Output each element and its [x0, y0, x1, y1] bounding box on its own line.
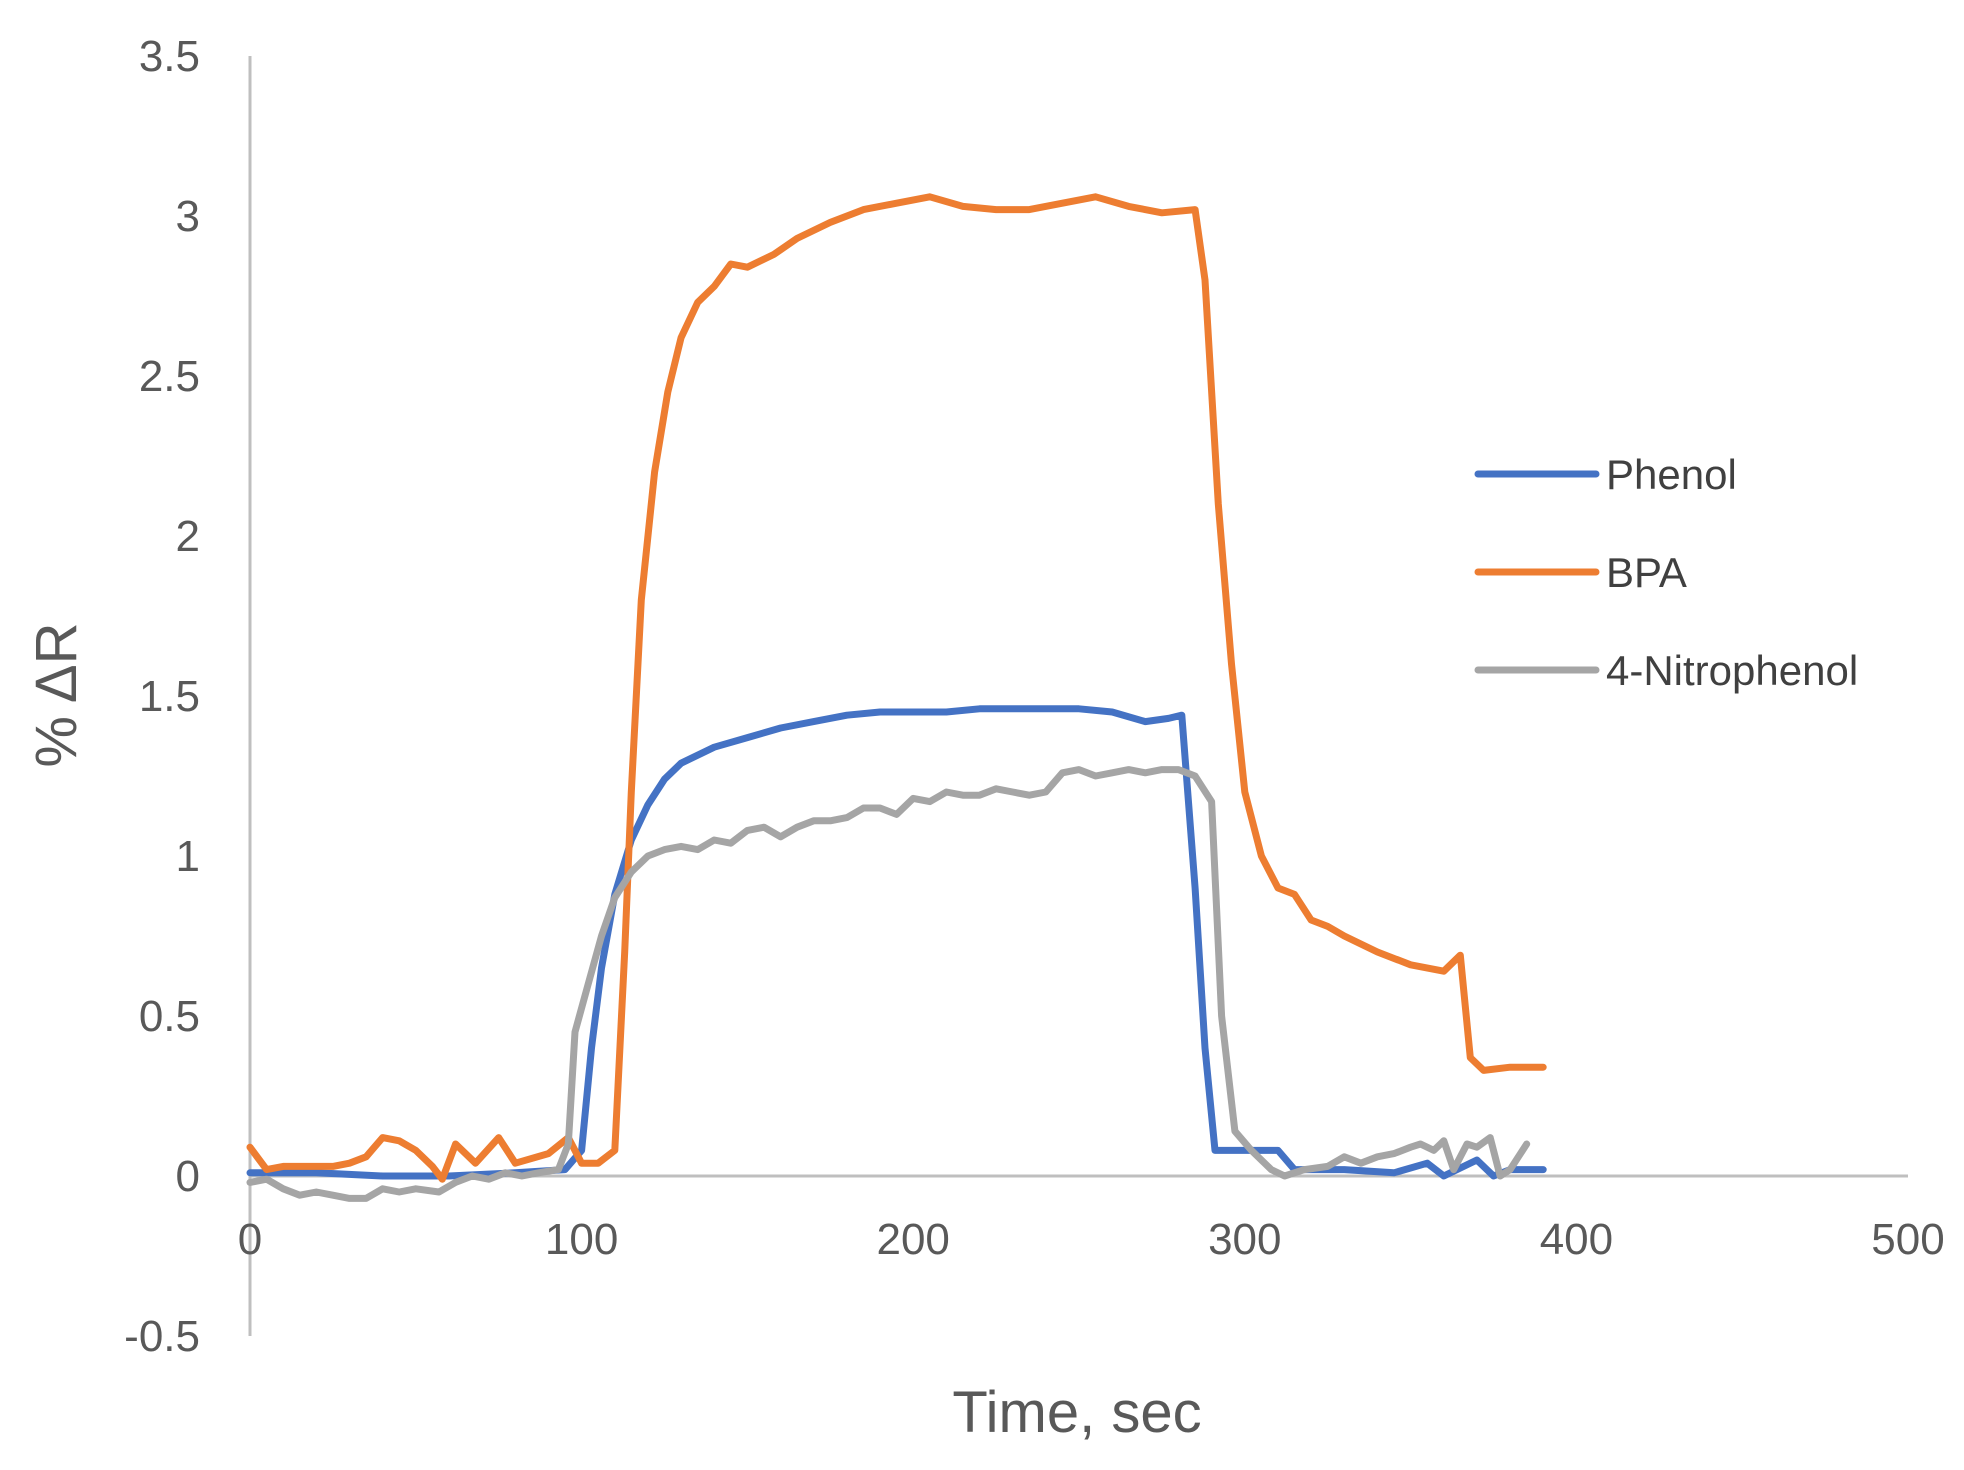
y-tick-label: 3.5: [139, 32, 200, 81]
x-tick-label: 0: [238, 1215, 262, 1264]
x-tick-label: 200: [876, 1215, 949, 1264]
x-axis-title: Time, sec: [952, 1380, 1201, 1445]
y-tick-labels: -0.5 0 0.5 1 1.5 2 2.5 3 3.5: [124, 32, 200, 1361]
series-lines: [246, 193, 1547, 1202]
legend-item: BPA: [1474, 549, 1687, 596]
x-tick-label: 500: [1871, 1215, 1944, 1264]
legend-label: BPA: [1606, 549, 1687, 596]
legend-label: 4-Nitrophenol: [1606, 647, 1858, 694]
y-tick-label: 3: [176, 192, 200, 241]
x-tick-labels: 0 100 200 300 400 500: [238, 1215, 1945, 1264]
legend-item: 4-Nitrophenol: [1474, 647, 1858, 694]
series-line-bpa: [246, 193, 1547, 1183]
y-tick-label: -0.5: [124, 1312, 200, 1361]
x-tick-label: 100: [545, 1215, 618, 1264]
y-tick-label: 0: [176, 1152, 200, 1201]
plot-area: 0 100 200 300 400 500 -0.5 0 0.5 1 1.5 2 2.5 3 3.5: [124, 32, 1945, 1361]
y-tick-label: 1.5: [139, 672, 200, 721]
y-tick-label: 0.5: [139, 992, 200, 1041]
legend-item: Phenol: [1474, 451, 1737, 498]
legend: Phenol BPA 4-Nitrophenol: [1474, 451, 1858, 694]
y-tick-label: 2: [176, 512, 200, 561]
legend-label: Phenol: [1606, 451, 1737, 498]
y-tick-label: 1: [176, 832, 200, 881]
y-tick-label: 2.5: [139, 352, 200, 401]
series-line-phenol: [246, 705, 1547, 1180]
x-tick-label: 300: [1208, 1215, 1281, 1264]
y-axis-title: % ΔR: [24, 622, 89, 767]
x-tick-label: 400: [1540, 1215, 1613, 1264]
series-line-4-nitrophenol: [246, 766, 1531, 1202]
